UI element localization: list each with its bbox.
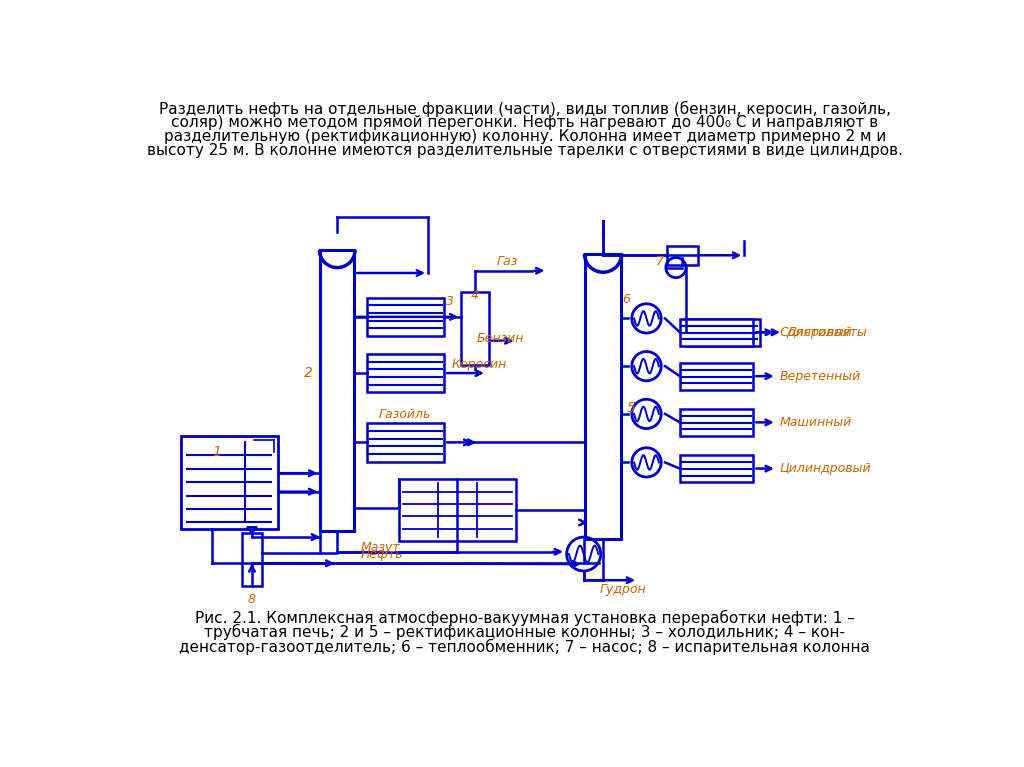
Bar	[686, 319, 760, 346]
Text: Машинный: Машинный	[779, 416, 852, 429]
Text: Веретенный: Веретенный	[779, 370, 861, 383]
Text: 7: 7	[656, 255, 665, 268]
Text: разделительную (ректификационную) колонну. Колонна имеет диаметр примерно 2 м и: разделительную (ректификационную) колонн…	[164, 129, 886, 144]
Bar	[321, 250, 354, 531]
Text: Керосин: Керосин	[452, 357, 507, 370]
Text: 4: 4	[471, 289, 479, 302]
Text: Цилиндровый: Цилиндровый	[779, 462, 871, 475]
Bar	[367, 298, 444, 336]
Text: 2: 2	[304, 366, 313, 380]
Text: 6: 6	[623, 294, 631, 307]
Text: Бензин: Бензин	[477, 332, 524, 345]
Text: Газ: Газ	[497, 255, 518, 268]
Bar	[367, 423, 444, 462]
Text: Нефть: Нефть	[360, 548, 403, 561]
Text: Газойль: Газойль	[378, 408, 431, 421]
Text: Разделить нефть на отдельные фракции (части), виды топлив (бензин, керосин, газо: Разделить нефть на отдельные фракции (ча…	[159, 101, 891, 117]
Bar	[242, 533, 262, 586]
Bar	[461, 292, 489, 365]
Text: Мазут: Мазут	[360, 542, 400, 555]
Text: высоту 25 м. В колонне имеются разделительные тарелки с отверстиями в виде цилин: высоту 25 м. В колонне имеются разделите…	[146, 143, 903, 158]
Bar	[399, 479, 515, 541]
Text: Соляровый: Соляровый	[779, 326, 853, 339]
Text: Гудрон: Гудрон	[599, 582, 646, 595]
Text: 5: 5	[627, 400, 636, 415]
Text: 1: 1	[213, 446, 221, 459]
Bar	[586, 254, 621, 538]
Bar	[680, 456, 754, 482]
Text: трубчатая печь; 2 и 5 – ректификационные колонны; 3 – холодильник; 4 – кон-: трубчатая печь; 2 и 5 – ректификационные…	[205, 624, 845, 640]
Text: Дистилляты: Дистилляты	[786, 326, 866, 339]
Bar	[680, 319, 754, 346]
Bar	[680, 410, 754, 436]
Bar	[180, 436, 278, 528]
Text: 8: 8	[248, 594, 256, 606]
Bar	[680, 363, 754, 390]
Text: соляр) можно методом прямой перегонки. Нефть нагревают до 400₀ С и направляют в: соляр) можно методом прямой перегонки. Н…	[171, 115, 879, 130]
Bar	[667, 246, 697, 265]
Bar	[367, 354, 444, 393]
Text: денсатор-газоотделитель; 6 – теплообменник; 7 – насос; 8 – испарительная колонна: денсатор-газоотделитель; 6 – теплообменн…	[179, 639, 870, 655]
Text: Рис. 2.1. Комплексная атмосферно-вакуумная установка переработки нефти: 1 –: Рис. 2.1. Комплексная атмосферно-вакуумн…	[195, 610, 855, 626]
Text: 3: 3	[445, 295, 454, 308]
